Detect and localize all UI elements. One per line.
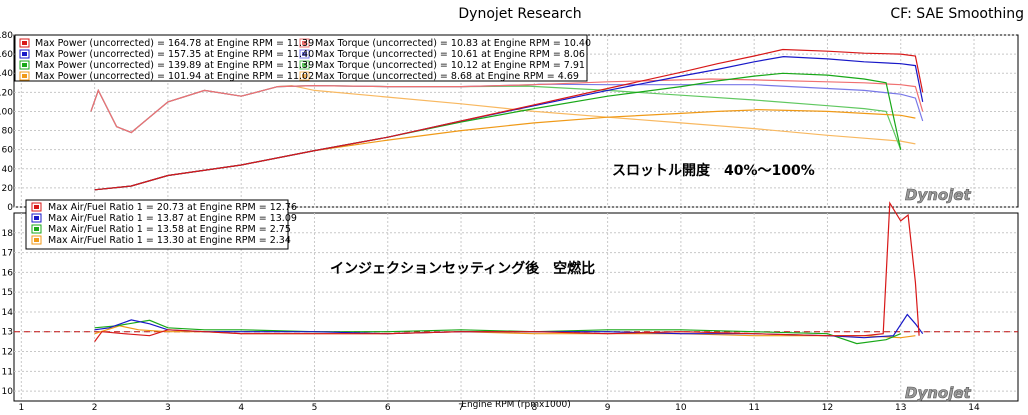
- air-fuel-legend-box: [25, 199, 289, 250]
- y-tick-label-power: 40: [2, 165, 14, 175]
- x-axis-label: Engine RPM (rpmx1000): [461, 400, 570, 410]
- afr-line-run-3: [94, 319, 901, 345]
- x-tick-label: 10: [675, 403, 687, 411]
- air-fuel-legend: Max Air/Fuel Ratio 1 = 20.73 at Engine R…: [25, 199, 297, 250]
- y-tick-label-power: 160: [0, 50, 13, 60]
- legend-power-2: Max Power (uncorrected) = 157.35 at Engi…: [35, 49, 314, 60]
- x-tick-label: 12: [822, 403, 833, 411]
- y-tick-label-afr: 15: [2, 288, 13, 298]
- legend-swatch-afr-fill-2: [34, 216, 39, 220]
- throttle-annotation: スロットル開度 40%～100%: [612, 162, 815, 179]
- legend-afr-3: Max Air/Fuel Ratio 1 = 13.58 at Engine R…: [48, 224, 291, 235]
- header-title: Dynojet Research: [458, 6, 581, 22]
- axis-ticks: 1234567891011121314020406080100120140160…: [0, 31, 980, 413]
- x-tick-label: 9: [605, 403, 611, 411]
- x-tick-label: 14: [968, 403, 980, 411]
- power-torque-series: [90, 48, 924, 191]
- legend-swatch-power-fill-1: [22, 41, 27, 45]
- y-tick-label-power: 180: [0, 31, 13, 41]
- y-tick-label-afr: 10: [2, 387, 14, 397]
- legend-afr-4: Max Air/Fuel Ratio 1 = 13.30 at Engine R…: [48, 235, 291, 246]
- legend-swatch-afr-fill-3: [34, 227, 39, 231]
- y-tick-label-afr: 11: [2, 367, 13, 377]
- legend-swatch-torque-fill-1: [302, 41, 307, 45]
- legend-torque-2: Max Torque (uncorrected) = 10.61 at Engi…: [315, 49, 585, 60]
- legend-torque-4: Max Torque (uncorrected) = 8.68 at Engin…: [315, 71, 579, 82]
- dynojet-logo-top-text: Dynojet: [905, 186, 972, 204]
- y-tick-label-power: 80: [2, 127, 14, 137]
- y-tick-label-power: 20: [2, 184, 14, 194]
- legend-swatch-afr-fill-1: [34, 205, 39, 209]
- y-tick-label-afr: 12: [2, 348, 13, 358]
- legend-afr-1: Max Air/Fuel Ratio 1 = 20.73 at Engine R…: [48, 202, 297, 213]
- x-tick-label: 11: [748, 403, 759, 411]
- torque-line-run-1: [90, 78, 924, 134]
- legend-swatch-power-fill-3: [22, 63, 27, 67]
- x-tick-label: 3: [165, 403, 171, 411]
- y-tick-label-afr: 14: [2, 308, 14, 318]
- dynojet-logo-bottom: Dynojet: [905, 384, 972, 403]
- x-tick-label: 2: [92, 403, 98, 411]
- air-fuel-series: [94, 201, 924, 345]
- y-tick-label-afr: 17: [2, 249, 13, 259]
- y-tick-label-power: 60: [2, 146, 14, 156]
- legend-afr-2: Max Air/Fuel Ratio 1 = 13.87 at Engine R…: [48, 213, 297, 224]
- y-tick-label-power: 0: [7, 203, 13, 213]
- x-tick-label: 4: [238, 403, 244, 411]
- power-torque-legend: Max Power (uncorrected) = 164.78 at Engi…: [14, 34, 591, 82]
- y-tick-label-power: 140: [0, 69, 13, 79]
- x-tick-label: 7: [458, 403, 464, 411]
- dynojet-logo-bottom-text: Dynojet: [905, 384, 972, 402]
- x-tick-label: 5: [312, 403, 318, 411]
- afr-line-run-1: [94, 201, 920, 342]
- header-correction: CF: SAE Smoothing: [890, 6, 1024, 22]
- dynojet-logo-top: Dynojet: [905, 186, 972, 205]
- y-tick-label-afr: 18: [2, 229, 14, 239]
- y-tick-label-afr: 16: [2, 268, 14, 278]
- power-line-run-1: [94, 48, 924, 191]
- legend-torque-1: Max Torque (uncorrected) = 10.83 at Engi…: [315, 38, 591, 49]
- legend-power-3: Max Power (uncorrected) = 139.89 at Engi…: [35, 60, 314, 71]
- legend-swatch-afr-fill-4: [34, 238, 39, 242]
- x-tick-label: 8: [531, 403, 537, 411]
- legend-torque-3: Max Torque (uncorrected) = 10.12 at Engi…: [315, 60, 585, 71]
- legend-swatch-torque-fill-3: [302, 63, 307, 67]
- legend-power-1: Max Power (uncorrected) = 164.78 at Engi…: [35, 38, 314, 49]
- y-tick-label-power: 100: [0, 107, 13, 117]
- legend-swatch-power-fill-2: [22, 52, 27, 56]
- x-tick-label: 1: [18, 403, 24, 411]
- air-fuel-grid: [14, 213, 1018, 401]
- y-tick-label-afr: 13: [2, 328, 13, 338]
- legend-swatch-torque-fill-4: [302, 74, 307, 78]
- legend-power-4: Max Power (uncorrected) = 101.94 at Engi…: [35, 71, 314, 82]
- x-tick-label: 13: [895, 403, 906, 411]
- legend-swatch-torque-fill-2: [302, 52, 307, 56]
- legend-swatch-power-fill-4: [22, 74, 27, 78]
- afr-annotation: インジェクションセッティング後 空燃比: [330, 260, 595, 277]
- x-tick-label: 6: [385, 403, 391, 411]
- y-tick-label-power: 120: [0, 88, 13, 98]
